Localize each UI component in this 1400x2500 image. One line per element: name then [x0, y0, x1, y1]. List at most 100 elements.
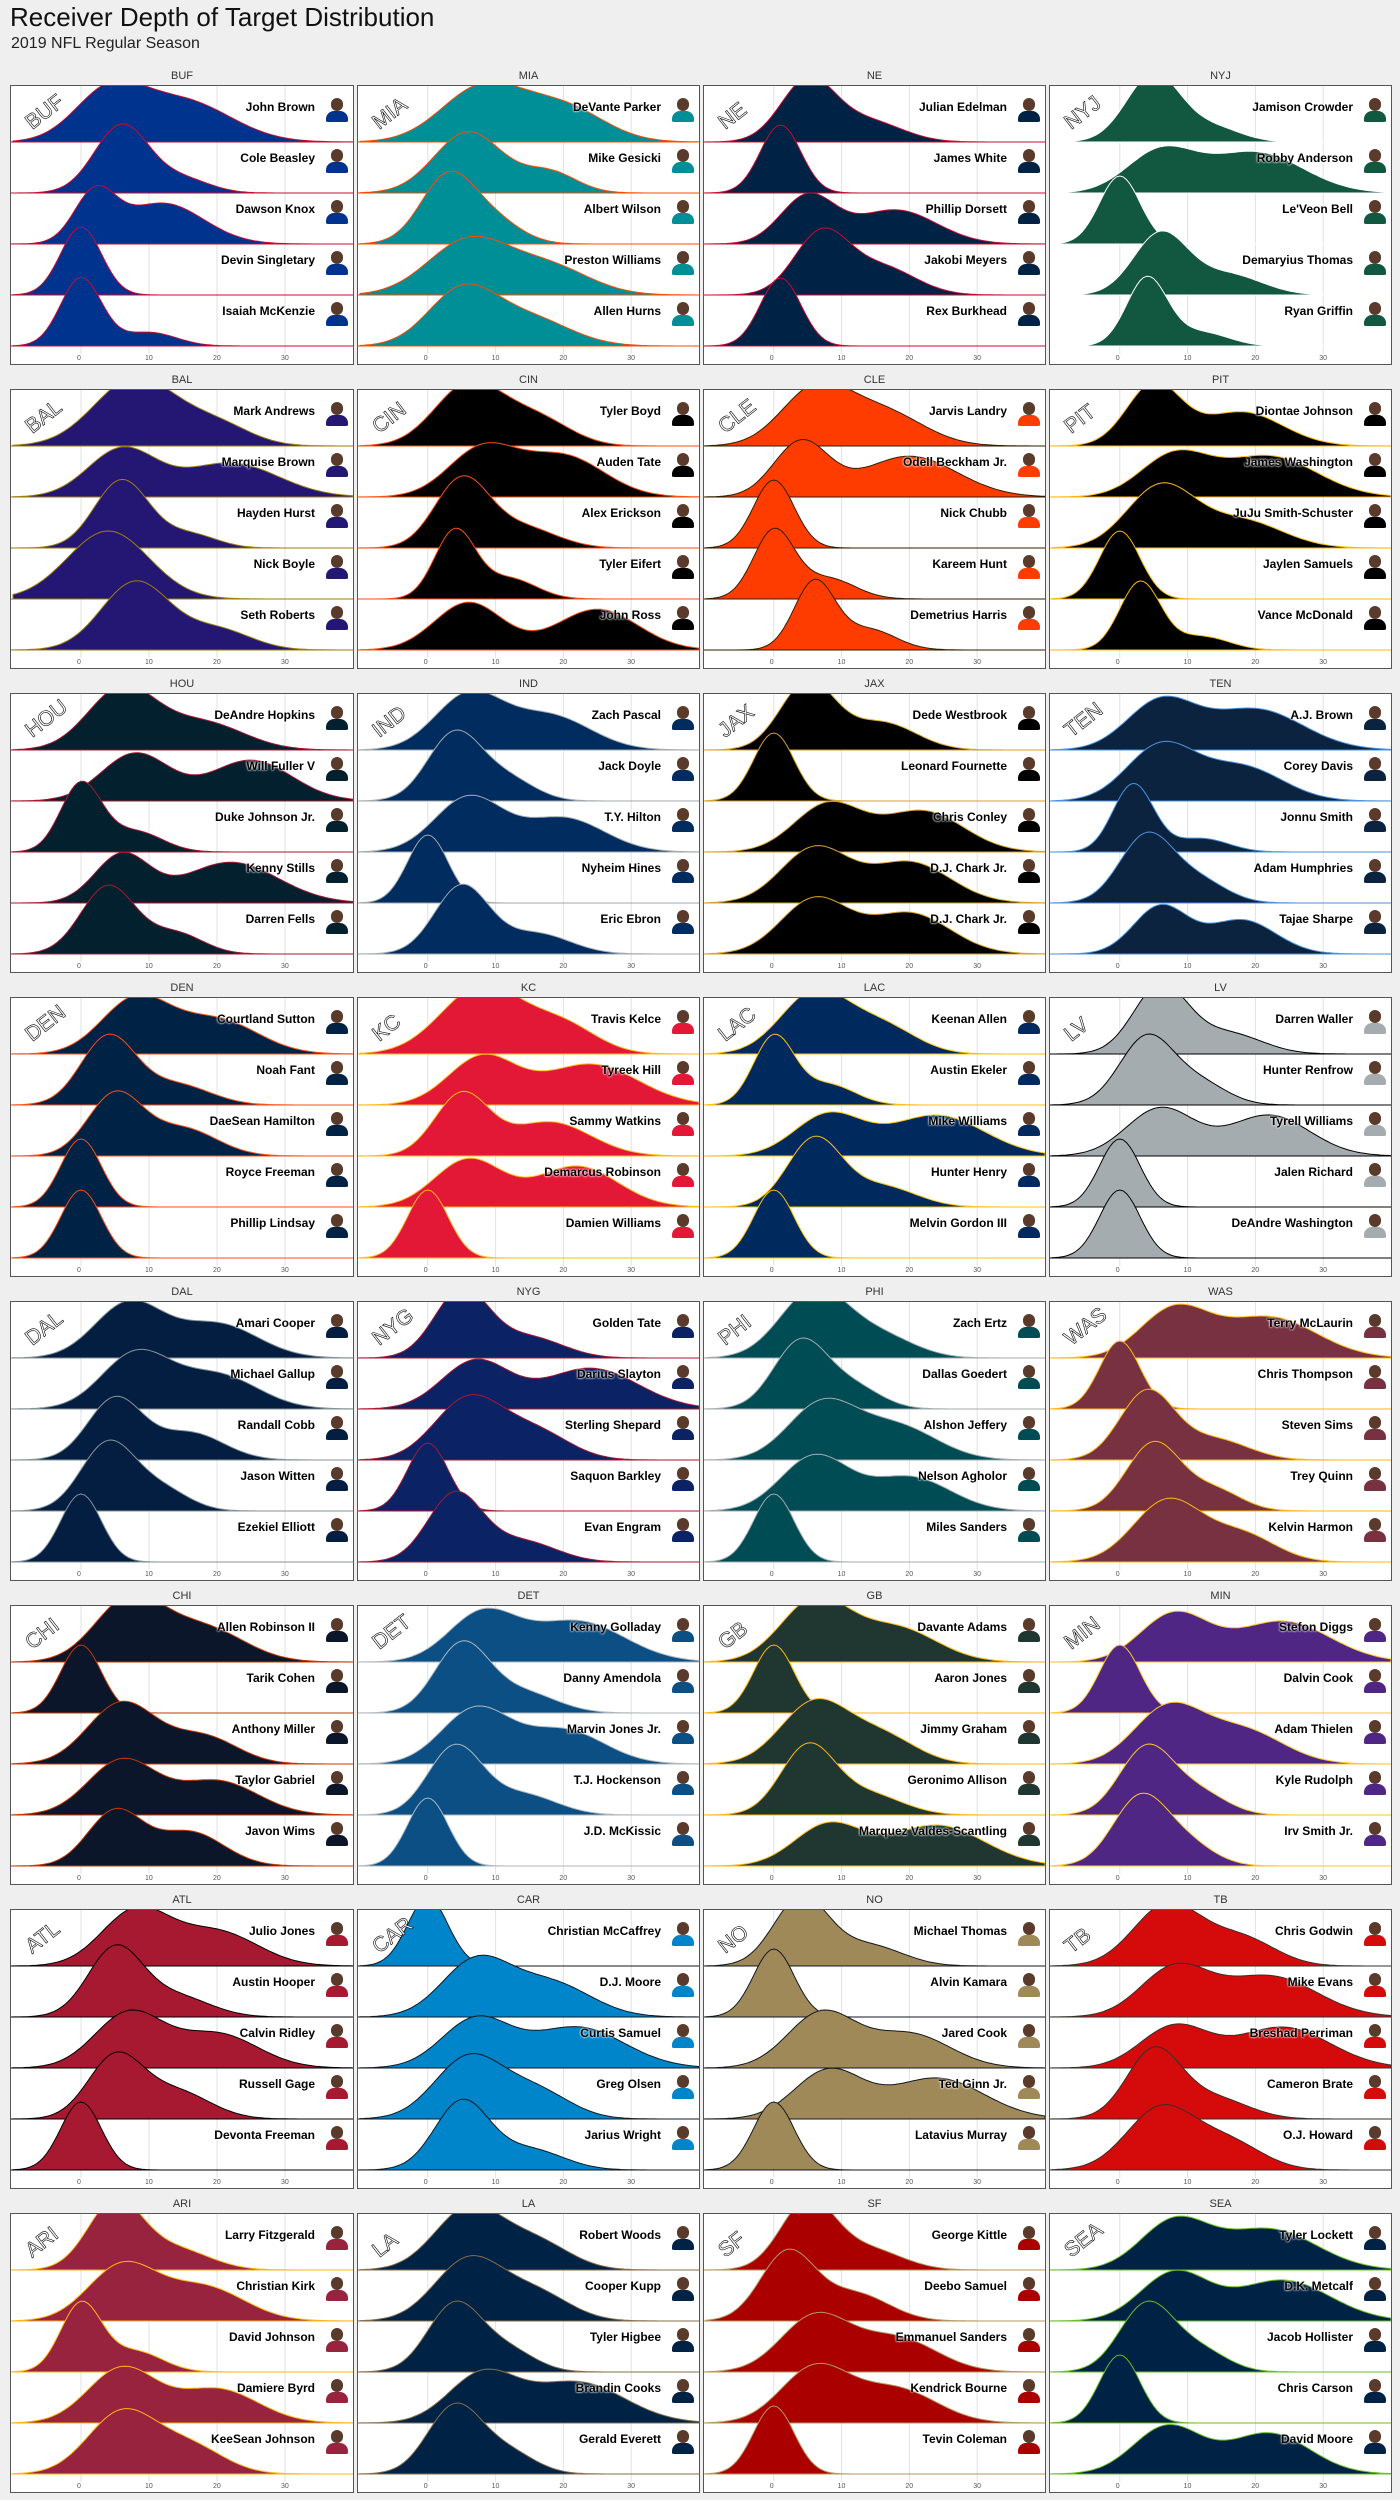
- headshot-jersey: [672, 568, 694, 579]
- density-ridge-courtland-sutton: [12, 998, 353, 1055]
- density-ridge-t-y-hilton: [359, 794, 699, 853]
- facet-title-ind: IND: [519, 678, 538, 690]
- player-headshot-icon: [1017, 1667, 1041, 1693]
- headshot-head: [331, 555, 343, 568]
- density-ridge-sammy-watkins: [359, 1090, 699, 1157]
- player-headshot-icon: [1017, 2124, 1041, 2150]
- player-headshot-icon: [325, 2326, 349, 2352]
- player-headshot-icon: [325, 1008, 349, 1034]
- headshot-head: [1023, 1214, 1035, 1227]
- density-ridge-emmanuel-sanders: [705, 2311, 1045, 2373]
- facet-title-nyg: NYG: [516, 1286, 541, 1298]
- headshot-head: [1369, 1010, 1381, 1023]
- x-tick-label: 10: [491, 2483, 500, 2490]
- player-name: Sterling Shepard: [564, 1418, 661, 1432]
- player-name: Jonnu Smith: [1280, 810, 1353, 824]
- headshot-jersey: [1018, 1023, 1040, 1034]
- headshot-jersey: [672, 2037, 694, 2048]
- player-headshot-icon: [325, 451, 349, 477]
- player-headshot-icon: [671, 1920, 695, 1946]
- x-tick-label: 30: [973, 1267, 981, 1274]
- player-headshot-icon: [1363, 1363, 1387, 1389]
- player-name: Miles Sanders: [926, 1520, 1007, 1534]
- player-name: Russell Gage: [238, 2077, 315, 2091]
- headshot-head: [331, 2328, 343, 2341]
- headshot-jersey: [1364, 1682, 1386, 1693]
- player-headshot-icon: [325, 1971, 349, 1997]
- player-headshot-icon: [1017, 96, 1041, 122]
- x-tick-label: 10: [1183, 2483, 1192, 2490]
- facet-panel-sf: SF George Kittle Deebo Samuel Emmanuel Sand…: [703, 2213, 1046, 2493]
- headshot-jersey: [326, 2443, 348, 2454]
- player-name: Zach Pascal: [591, 708, 661, 722]
- headshot-jersey: [326, 821, 348, 832]
- headshot-jersey: [1018, 1074, 1040, 1085]
- player-name: Phillip Dorsett: [925, 202, 1007, 216]
- x-tick-label: 20: [1251, 1267, 1260, 1274]
- x-tick-label: 0: [77, 1571, 81, 1578]
- player-headshot-icon: [671, 1212, 695, 1238]
- player-headshot-icon: [1363, 857, 1387, 883]
- headshot-jersey: [1018, 1784, 1040, 1795]
- x-tick-label: 10: [837, 963, 846, 970]
- player-name: James White: [933, 151, 1007, 165]
- x-tick-label: 10: [491, 659, 500, 666]
- player-headshot-icon: [671, 1008, 695, 1034]
- x-tick-label: 20: [1251, 963, 1260, 970]
- headshot-jersey: [672, 2088, 694, 2099]
- headshot-head: [677, 2075, 689, 2088]
- player-name: KeeSean Johnson: [210, 2432, 315, 2446]
- player-headshot-icon: [1017, 857, 1041, 883]
- facet-title-bal: BAL: [171, 374, 193, 386]
- headshot-jersey: [1018, 2037, 1040, 2048]
- player-headshot-icon: [1363, 2377, 1387, 2403]
- headshot-jersey: [672, 2392, 694, 2403]
- player-name: Auden Tate: [596, 455, 661, 469]
- player-headshot-icon: [671, 1110, 695, 1136]
- x-tick-label: 10: [491, 963, 500, 970]
- headshot-head: [1369, 200, 1381, 213]
- headshot-jersey: [672, 1480, 694, 1491]
- player-name: Cole Beasley: [240, 151, 315, 165]
- facet-panel-den: DEN Courtland Sutton Noah Fant DaeSean Hami…: [10, 997, 354, 1277]
- density-ridge-marquez-valdes-scantling: [705, 1821, 1045, 1867]
- player-headshot-icon: [1017, 1059, 1041, 1085]
- headshot-jersey: [672, 466, 694, 477]
- headshot-jersey: [1018, 1935, 1040, 1946]
- player-headshot-icon: [1017, 1008, 1041, 1034]
- x-tick-label: 10: [837, 2483, 846, 2490]
- headshot-jersey: [326, 719, 348, 730]
- player-name: David Johnson: [228, 2330, 315, 2344]
- headshot-jersey: [1364, 821, 1386, 832]
- facet-title-gb: GB: [866, 1590, 883, 1602]
- headshot-head: [331, 1010, 343, 1023]
- player-headshot-icon: [671, 249, 695, 275]
- headshot-head: [331, 1669, 343, 1682]
- headshot-head: [1023, 1922, 1035, 1935]
- headshot-head: [1023, 706, 1035, 719]
- headshot-head: [1023, 555, 1035, 568]
- player-name: Eric Ebron: [600, 912, 661, 926]
- headshot-jersey: [672, 1227, 694, 1238]
- x-tick-label: 10: [1183, 963, 1192, 970]
- density-ridge-d-k-metcalf: [1051, 2269, 1391, 2322]
- player-name: Julian Edelman: [918, 100, 1007, 114]
- x-tick-label: 20: [559, 2179, 568, 2186]
- player-headshot-icon: [325, 1465, 349, 1491]
- facet-title-jax: JAX: [864, 678, 885, 690]
- headshot-head: [1023, 1010, 1035, 1023]
- player-name: Dalvin Cook: [1283, 1671, 1353, 1685]
- headshot-head: [1023, 1720, 1035, 1733]
- x-tick-label: 10: [145, 963, 153, 970]
- player-headshot-icon: [1363, 1920, 1387, 1946]
- x-tick-label: 0: [769, 1267, 774, 1274]
- headshot-head: [1369, 1822, 1381, 1835]
- x-tick-label: 20: [559, 355, 568, 362]
- headshot-head: [1023, 200, 1035, 213]
- headshot-jersey: [1364, 2088, 1386, 2099]
- density-ridge-will-fuller-v: [12, 752, 353, 802]
- density-ridge-keenan-allen: [705, 998, 1045, 1055]
- player-name: Ezekiel Elliott: [237, 1520, 315, 1534]
- x-tick-label: 10: [145, 355, 153, 362]
- headshot-jersey: [1018, 264, 1040, 275]
